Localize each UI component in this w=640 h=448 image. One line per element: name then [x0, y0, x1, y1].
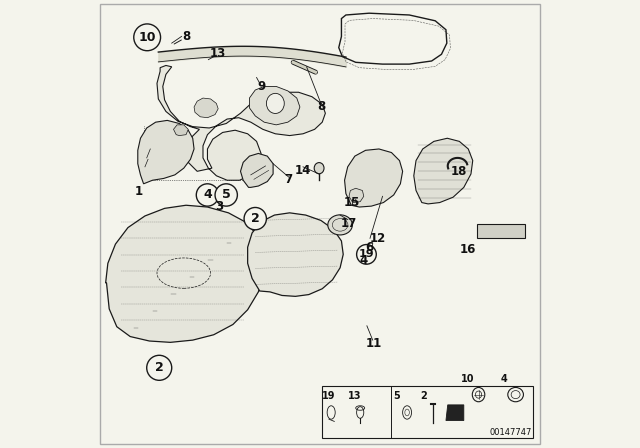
Polygon shape — [241, 153, 273, 187]
Polygon shape — [344, 149, 403, 207]
Text: 3: 3 — [216, 200, 223, 213]
Ellipse shape — [314, 163, 324, 174]
Text: 2: 2 — [420, 391, 427, 401]
Text: 12: 12 — [370, 232, 386, 245]
Circle shape — [147, 355, 172, 380]
Polygon shape — [157, 65, 325, 180]
Polygon shape — [194, 98, 218, 118]
Polygon shape — [446, 405, 464, 421]
Text: 8: 8 — [182, 30, 190, 43]
Polygon shape — [173, 125, 188, 136]
Text: 11: 11 — [365, 337, 381, 350]
Ellipse shape — [266, 93, 284, 113]
Text: 00147747: 00147747 — [490, 428, 532, 438]
Polygon shape — [248, 213, 343, 296]
Text: 13: 13 — [348, 391, 362, 401]
Text: 17: 17 — [341, 216, 357, 230]
Text: 5: 5 — [394, 391, 400, 401]
Text: 7: 7 — [284, 173, 292, 186]
Polygon shape — [414, 138, 473, 204]
Text: 8: 8 — [317, 100, 325, 113]
Text: 19: 19 — [358, 250, 374, 259]
Circle shape — [244, 207, 266, 230]
Polygon shape — [477, 224, 525, 238]
Text: 16: 16 — [460, 243, 476, 256]
Polygon shape — [106, 205, 264, 342]
Circle shape — [134, 24, 161, 51]
Text: 4: 4 — [360, 254, 368, 267]
Text: 9: 9 — [257, 80, 265, 93]
Ellipse shape — [328, 215, 353, 235]
Text: 1: 1 — [135, 185, 143, 198]
Polygon shape — [250, 86, 300, 125]
Text: 10: 10 — [461, 375, 474, 384]
Polygon shape — [349, 188, 364, 202]
Text: 13: 13 — [210, 47, 227, 60]
Text: 14: 14 — [295, 164, 311, 177]
Circle shape — [356, 245, 376, 264]
Text: 4: 4 — [203, 189, 212, 202]
Text: 2: 2 — [155, 361, 164, 375]
Text: 5: 5 — [222, 189, 230, 202]
Text: 15: 15 — [344, 196, 360, 209]
Text: 4: 4 — [500, 375, 508, 384]
Polygon shape — [138, 121, 194, 184]
Text: 19: 19 — [322, 391, 336, 401]
Circle shape — [215, 184, 237, 206]
Text: 2: 2 — [251, 212, 260, 225]
FancyBboxPatch shape — [100, 4, 540, 444]
Text: 10: 10 — [138, 31, 156, 44]
Circle shape — [196, 184, 219, 206]
Text: 18: 18 — [451, 165, 467, 178]
Text: 6: 6 — [365, 241, 373, 254]
Bar — [322, 386, 533, 439]
